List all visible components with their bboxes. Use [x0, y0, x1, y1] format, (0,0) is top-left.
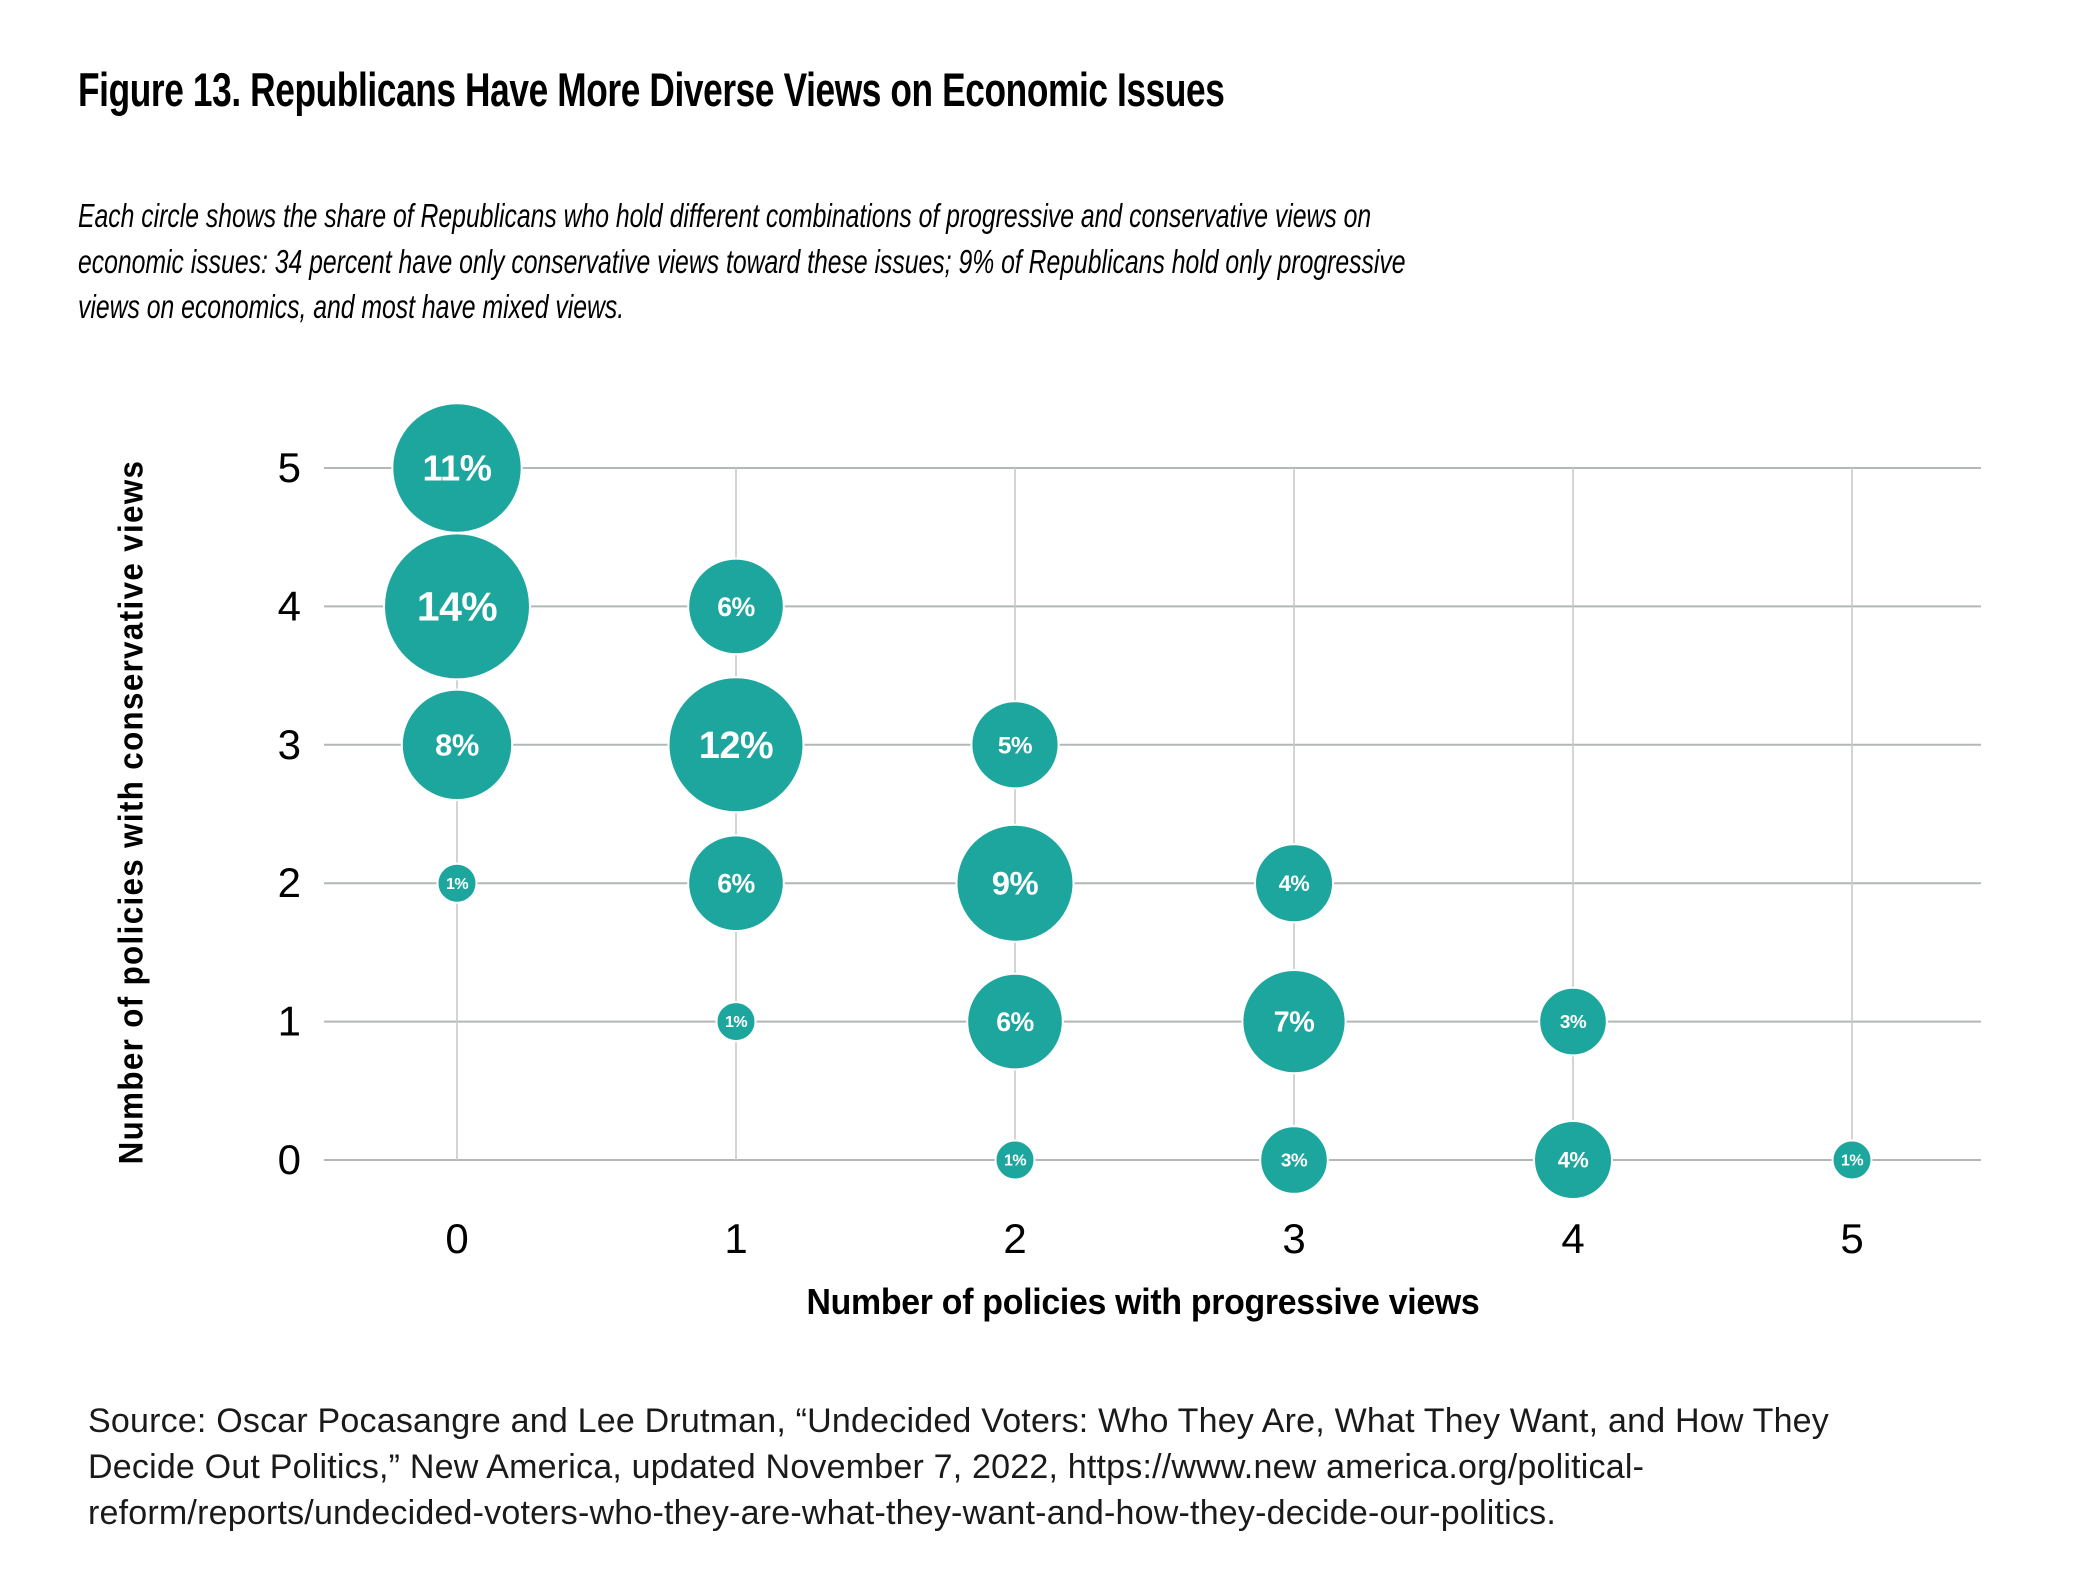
bubble-label-x0-y4: 14% — [417, 584, 497, 630]
bubble-label-x1-y4: 6% — [717, 592, 755, 622]
bubble-label-x4-y1: 3% — [1560, 1012, 1587, 1033]
y-tick-label-3: 3 — [278, 721, 301, 768]
x-tick-label-4: 4 — [1561, 1215, 1584, 1262]
x-tick-label-1: 1 — [724, 1215, 747, 1262]
bubble-x3-y2 — [1254, 843, 1334, 924]
bubble-x3-y1 — [1241, 969, 1347, 1075]
bubble-x0-y3 — [400, 688, 514, 801]
bubble-x1-y4 — [687, 557, 785, 656]
y-tick-label-0: 0 — [278, 1136, 301, 1183]
bubble-label-x4-y0: 4% — [1558, 1148, 1589, 1173]
source-note: Source: Oscar Pocasangre and Lee Drutman… — [88, 1402, 1829, 1533]
bubble-label-x3-y0: 3% — [1281, 1151, 1308, 1172]
y-tick-label-1: 1 — [278, 998, 301, 1045]
figure-title: Figure 13. Republicans Have More Diverse… — [78, 63, 1225, 116]
bubble-label-x2-y0: 1% — [1004, 1153, 1026, 1170]
bubble-x5-y0 — [1831, 1139, 1873, 1181]
bubble-label-x3-y2: 4% — [1279, 871, 1310, 896]
figure-subtitle: Each circle shows the share of Republica… — [78, 197, 1406, 326]
bubble-x1-y3 — [667, 676, 805, 814]
bubble-label-x0-y3: 8% — [435, 728, 479, 763]
bubble-label-x1-y2: 6% — [717, 869, 755, 899]
y-tick-label-5: 5 — [278, 444, 301, 491]
bubble-label-x1-y1: 1% — [725, 1014, 747, 1031]
bubble-x4-y0 — [1533, 1120, 1613, 1200]
x-axis-title: Number of policies with progressive view… — [806, 1281, 1480, 1322]
y-tick-label-4: 4 — [278, 582, 301, 629]
bubble-x0-y5 — [391, 402, 523, 534]
x-tick-label-3: 3 — [1282, 1215, 1305, 1262]
bubble-label-x2-y2: 9% — [992, 865, 1039, 902]
bubble-label-x2-y3: 5% — [998, 732, 1033, 759]
bubble-label-x0-y5: 11% — [423, 448, 492, 489]
x-tick-label-2: 2 — [1003, 1215, 1026, 1262]
y-tick-label-2: 2 — [278, 859, 301, 906]
x-tick-label-0: 0 — [445, 1215, 468, 1262]
bubble-x0-y2 — [436, 862, 478, 904]
bubble-label-x1-y3: 12% — [699, 725, 773, 767]
bubble-label-x5-y0: 1% — [1841, 1153, 1863, 1170]
bubble-x1-y2 — [687, 834, 785, 933]
bubble-x2-y1 — [966, 972, 1064, 1071]
bubble-label-x3-y1: 7% — [1274, 1007, 1315, 1039]
bubble-label-x0-y2: 1% — [446, 876, 468, 893]
bubble-x1-y1 — [715, 1001, 757, 1043]
bubble-x4-y1 — [1538, 986, 1608, 1057]
bubble-x3-y0 — [1259, 1125, 1329, 1195]
bubble-x2-y2 — [955, 823, 1075, 943]
bubble-label-x2-y1: 6% — [996, 1007, 1034, 1037]
y-axis-title: Number of policies with conservative vie… — [112, 459, 151, 1165]
x-tick-label-5: 5 — [1840, 1215, 1863, 1262]
bubble-x2-y3 — [970, 700, 1060, 790]
bubble-x2-y0 — [994, 1139, 1036, 1181]
